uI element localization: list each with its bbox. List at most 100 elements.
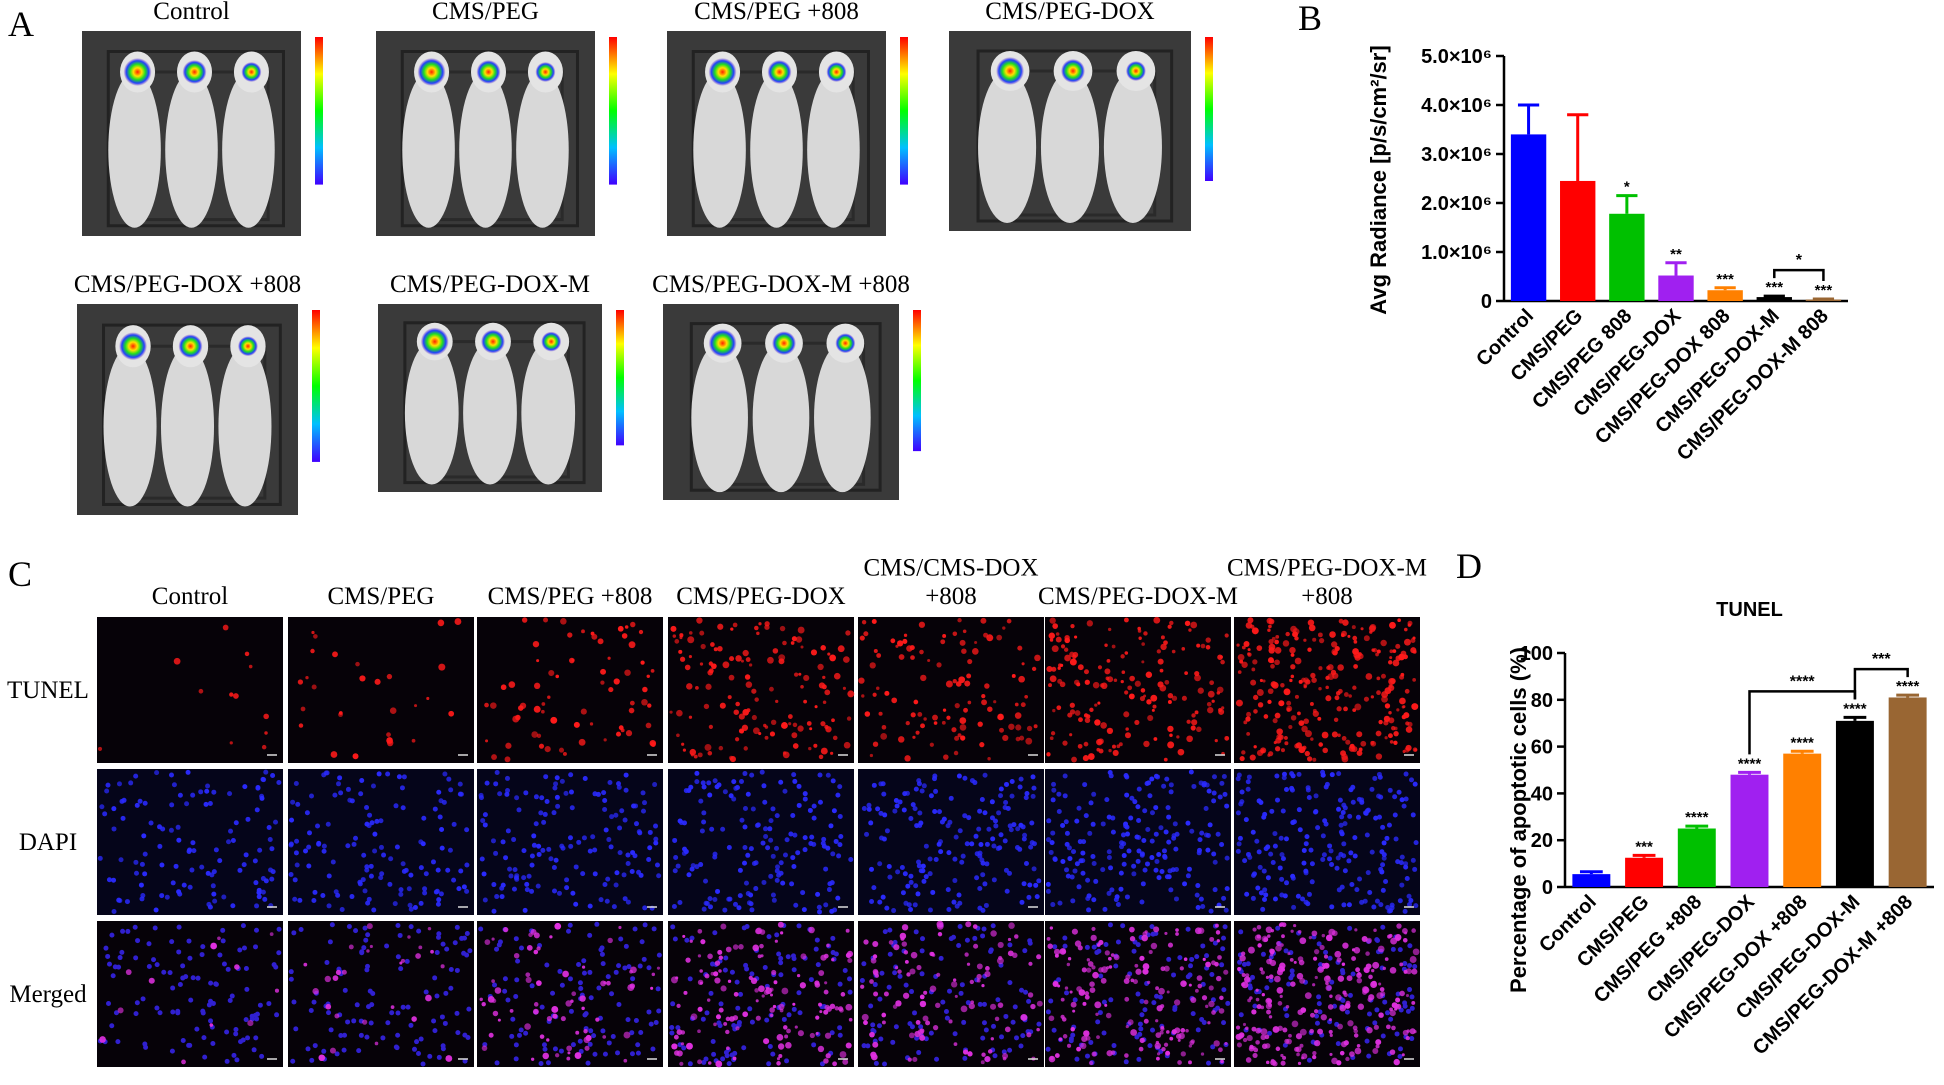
nucleus — [119, 857, 124, 862]
nucleus — [241, 923, 246, 928]
tunel-dot — [1129, 676, 1135, 682]
tunel-dot — [1334, 718, 1338, 722]
nucleus — [1304, 841, 1309, 846]
nucleus — [1303, 869, 1308, 874]
tunel-dot — [1390, 938, 1397, 945]
nucleus — [1024, 861, 1029, 866]
tunel-dot — [895, 645, 898, 648]
tunel-dot — [1298, 930, 1302, 934]
nucleus — [1284, 880, 1289, 885]
tunel-dot — [1082, 967, 1087, 972]
nucleus — [1223, 792, 1228, 797]
tunel-dot — [230, 741, 233, 744]
tunel-dot — [1390, 740, 1394, 744]
tunel-dot — [697, 1029, 701, 1033]
nucleus — [1074, 819, 1079, 824]
tunel-dot — [1012, 674, 1016, 678]
nucleus — [196, 976, 201, 981]
tunel-dot — [1388, 660, 1392, 664]
nucleus — [217, 858, 222, 863]
tunel-dot — [1266, 976, 1269, 979]
tunel-dot — [925, 1020, 930, 1025]
nucleus — [1258, 865, 1263, 870]
tunel-dot — [1190, 997, 1196, 1003]
tunel-dot — [533, 950, 538, 955]
tunel-dot — [1337, 1024, 1343, 1030]
tunel-dot — [1096, 739, 1103, 746]
nucleus — [1046, 1047, 1051, 1052]
tunel-dot — [767, 657, 774, 664]
nucleus — [1022, 833, 1027, 838]
nucleus — [1173, 847, 1178, 852]
nucleus — [633, 926, 638, 931]
tunel-dot — [1375, 653, 1379, 657]
nucleus — [1046, 882, 1051, 887]
nucleus — [713, 852, 718, 857]
micrograph — [288, 617, 474, 763]
nucleus — [228, 829, 233, 834]
nucleus — [1252, 871, 1257, 876]
tunel-dot — [1313, 957, 1317, 961]
tunel-dot — [895, 1000, 901, 1006]
nucleus — [1051, 788, 1056, 793]
nucleus — [958, 828, 963, 833]
tunel-dot — [793, 743, 799, 749]
tunel-dot — [1024, 695, 1028, 699]
nucleus — [361, 945, 366, 950]
tunel-dot — [1324, 975, 1331, 982]
nucleus — [158, 1010, 163, 1015]
tunel-dot — [1373, 648, 1377, 652]
nucleus — [792, 1007, 797, 1012]
tunel-dot — [608, 687, 613, 692]
nucleus — [358, 791, 363, 796]
nucleus — [159, 893, 164, 898]
tunel-dot — [531, 1058, 534, 1061]
tunel-dot — [705, 974, 710, 979]
nucleus — [326, 822, 331, 827]
nucleus — [686, 872, 691, 877]
tunel-dot — [1352, 625, 1356, 629]
signal — [179, 334, 203, 358]
tunel-dot — [908, 1057, 912, 1061]
nucleus — [636, 870, 641, 875]
nucleus — [1307, 1058, 1312, 1063]
tunel-dot — [1390, 967, 1397, 974]
color-bar — [312, 310, 320, 462]
mouse-body — [521, 342, 575, 485]
tunel-dot — [1403, 654, 1408, 659]
tunel-dot — [1257, 689, 1264, 696]
micrograph — [858, 921, 1044, 1067]
tunel-dot — [342, 970, 347, 975]
tunel-dot — [674, 1035, 679, 1040]
tunel-dot — [1059, 1038, 1063, 1042]
nucleus — [1139, 1012, 1144, 1017]
nucleus — [1383, 879, 1388, 884]
tunel-dot — [1078, 945, 1083, 950]
tunel-dot — [933, 1025, 938, 1030]
nucleus — [181, 1038, 186, 1043]
nucleus — [1174, 896, 1179, 901]
nucleus — [1149, 777, 1154, 782]
tunel-dot — [803, 700, 807, 704]
tunel-dot — [1378, 720, 1382, 724]
nucleus — [1335, 866, 1340, 871]
tunel-dot — [670, 626, 676, 632]
color-bar — [609, 37, 617, 185]
tunel-dot — [375, 679, 381, 685]
tunel-dot — [1158, 659, 1164, 665]
tunel-dot — [1315, 976, 1318, 979]
nucleus — [483, 898, 488, 903]
nucleus — [178, 793, 183, 798]
tunel-dot — [1064, 635, 1069, 640]
tunel-dot — [1032, 667, 1036, 671]
nucleus — [397, 774, 402, 779]
tunel-dot — [742, 709, 749, 716]
tunel-dot — [958, 733, 962, 737]
nucleus — [1341, 841, 1346, 846]
nucleus — [367, 897, 372, 902]
nucleus — [1400, 855, 1405, 860]
tunel-dot — [1064, 655, 1071, 662]
tunel-dot — [1345, 740, 1350, 745]
tunel-dot — [749, 976, 753, 980]
nucleus — [523, 1031, 528, 1036]
